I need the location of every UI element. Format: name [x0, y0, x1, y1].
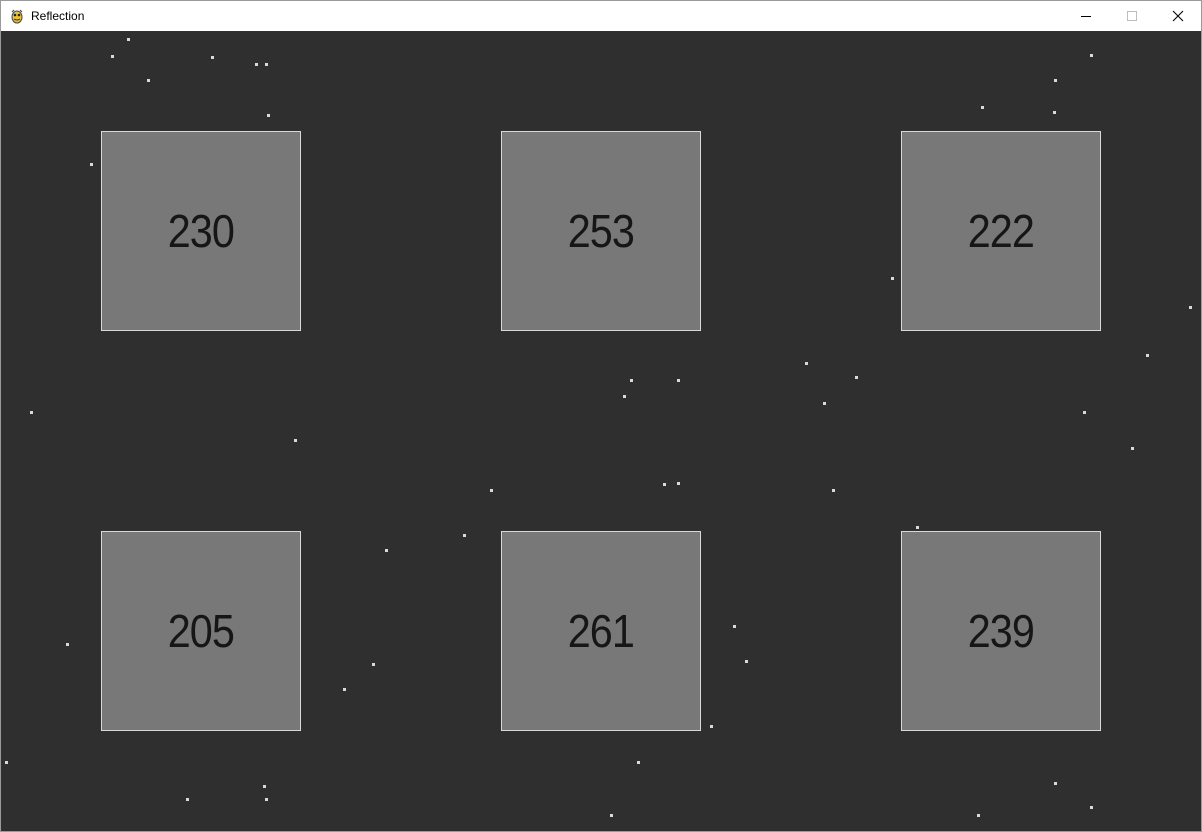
tile-3[interactable]: 222 [901, 131, 1101, 331]
star-particle [630, 379, 633, 382]
star-particle [255, 63, 258, 66]
star-particle [147, 79, 150, 82]
tile-value: 230 [167, 205, 235, 257]
star-particle [677, 482, 680, 485]
tile-value: 222 [967, 205, 1035, 257]
star-particle [30, 411, 33, 414]
star-particle [637, 761, 640, 764]
star-particle [90, 163, 93, 166]
star-particle [891, 277, 894, 280]
game-canvas[interactable]: 230 253 222 205 261 239 [1, 31, 1201, 831]
minimize-icon [1081, 16, 1091, 17]
tile-2[interactable]: 253 [501, 131, 701, 331]
star-particle [265, 798, 268, 801]
star-particle [1131, 447, 1134, 450]
star-particle [66, 643, 69, 646]
star-particle [1090, 806, 1093, 809]
star-particle [1083, 411, 1086, 414]
star-particle [745, 660, 748, 663]
star-particle [663, 483, 666, 486]
star-particle [211, 56, 214, 59]
star-particle [5, 761, 8, 764]
star-particle [977, 814, 980, 817]
star-particle [805, 362, 808, 365]
star-particle [372, 663, 375, 666]
star-particle [267, 114, 270, 117]
star-particle [111, 55, 114, 58]
tile-4[interactable]: 205 [101, 531, 301, 731]
tile-value: 253 [567, 205, 635, 257]
star-particle [1090, 54, 1093, 57]
star-particle [1054, 782, 1057, 785]
maximize-button[interactable] [1109, 1, 1155, 31]
star-particle [265, 63, 268, 66]
close-button[interactable] [1155, 1, 1201, 31]
star-particle [710, 725, 713, 728]
star-particle [186, 798, 189, 801]
star-particle [981, 106, 984, 109]
star-particle [823, 402, 826, 405]
star-particle [1189, 306, 1192, 309]
tile-1[interactable]: 230 [101, 131, 301, 331]
pygame-snake-icon [9, 8, 25, 24]
star-particle [294, 439, 297, 442]
star-particle [832, 489, 835, 492]
star-particle [385, 549, 388, 552]
tile-5[interactable]: 261 [501, 531, 701, 731]
star-particle [127, 38, 130, 41]
close-icon [1172, 10, 1184, 22]
star-particle [1146, 354, 1149, 357]
title-bar[interactable]: Reflection [1, 1, 1201, 31]
tile-6[interactable]: 239 [901, 531, 1101, 731]
star-particle [1054, 79, 1057, 82]
star-particle [343, 688, 346, 691]
window-title: Reflection [31, 9, 85, 23]
star-particle [623, 395, 626, 398]
star-particle [610, 814, 613, 817]
star-particle [677, 379, 680, 382]
maximize-icon [1127, 11, 1137, 21]
star-particle [916, 526, 919, 529]
window-controls [1063, 1, 1201, 31]
star-particle [263, 785, 266, 788]
minimize-button[interactable] [1063, 1, 1109, 31]
tile-value: 261 [567, 605, 635, 657]
star-particle [1053, 111, 1056, 114]
star-particle [733, 625, 736, 628]
tile-value: 239 [967, 605, 1035, 657]
star-particle [490, 489, 493, 492]
star-particle [855, 376, 858, 379]
tile-value: 205 [167, 605, 235, 657]
star-particle [463, 534, 466, 537]
